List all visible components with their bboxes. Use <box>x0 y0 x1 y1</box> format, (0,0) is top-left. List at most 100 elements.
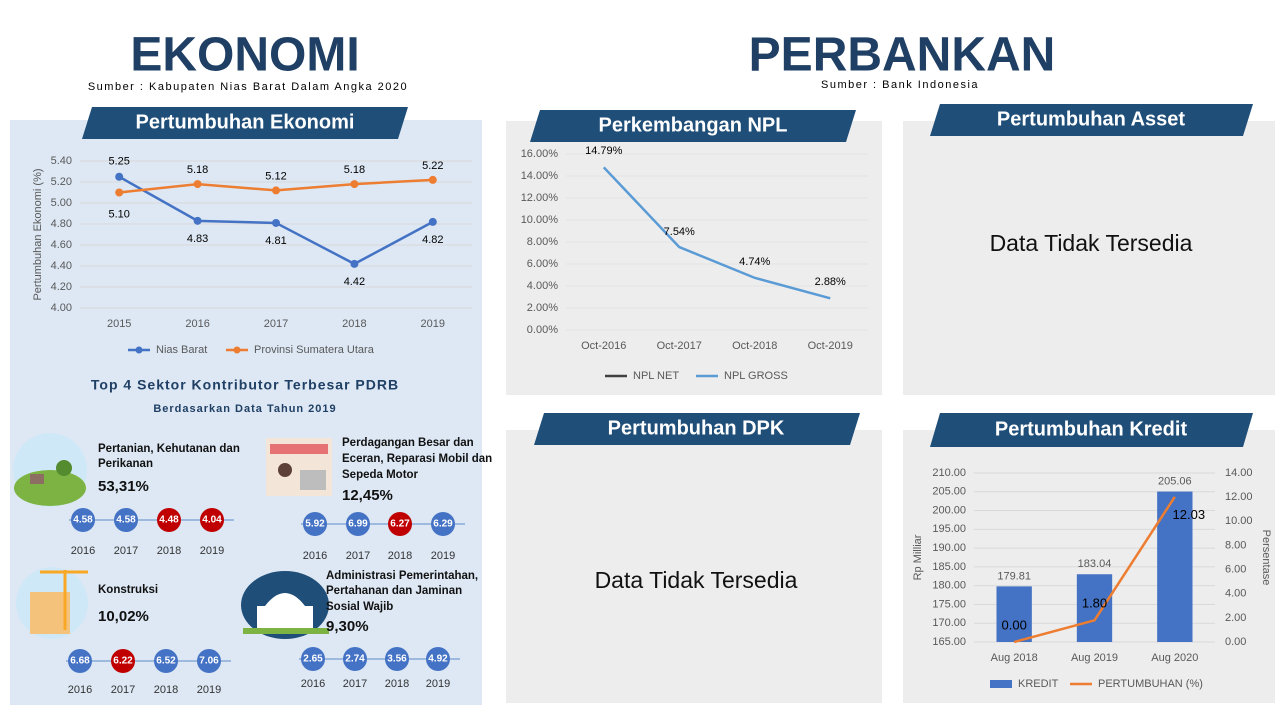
sector-value: 2.74 <box>345 654 365 665</box>
legend-swatch <box>990 680 1012 688</box>
series-line <box>1013 496 1176 644</box>
point <box>193 216 202 225</box>
sector-year: 2018 <box>157 545 181 557</box>
point <box>115 188 124 197</box>
data-label: 5.18 <box>187 164 208 176</box>
icon-construction <box>16 567 88 639</box>
tab-title: Pertumbuhan Asset <box>997 108 1186 130</box>
sector-year: 2019 <box>426 678 450 690</box>
sector-value: 6.99 <box>348 519 368 530</box>
y-tick-label: 200.00 <box>932 504 966 516</box>
sector-share: 10,02% <box>98 608 149 625</box>
data-label: 5.22 <box>422 160 443 172</box>
sector-point <box>346 512 370 536</box>
data-label: 4.42 <box>344 276 365 288</box>
sector-value: 6.27 <box>390 519 410 530</box>
sector-value: 6.22 <box>113 656 133 667</box>
npl-panel <box>506 121 882 395</box>
sector-year: 2017 <box>111 684 135 696</box>
y-tick-label: 5.20 <box>51 176 72 188</box>
data-label: 0.00 <box>1002 617 1027 632</box>
sector-name: Perikanan <box>98 458 153 470</box>
data-label: 4.74% <box>739 256 770 268</box>
sector-point <box>388 512 412 536</box>
y-tick-label: 0.00% <box>527 324 558 336</box>
data-label: 7.54% <box>664 226 695 238</box>
sector-point <box>71 508 95 532</box>
sector-share: 12,45% <box>342 487 393 504</box>
tab-title: Perkembangan NPL <box>599 114 788 136</box>
y-axis-label: Rp Milliar <box>912 534 924 580</box>
data-label: 2.88% <box>815 276 846 288</box>
x-tick-label: Oct-2019 <box>808 340 853 352</box>
x-tick-label: 2018 <box>342 318 366 330</box>
y2-tick-label: 10.00 <box>1225 515 1253 527</box>
data-label: 4.82 <box>422 234 443 246</box>
x-tick-label: Aug 2018 <box>991 652 1038 664</box>
x-tick-label: 2017 <box>264 318 288 330</box>
bar <box>1076 574 1113 642</box>
data-label: 179.81 <box>997 570 1031 582</box>
icon-trade <box>266 438 332 496</box>
tab <box>82 107 408 139</box>
y-tick-label: 4.00 <box>51 302 72 314</box>
sector-value: 7.06 <box>199 656 219 667</box>
sector-value: 6.68 <box>70 656 90 667</box>
y-tick-label: 195.00 <box>932 523 966 535</box>
y2-tick-label: 2.00 <box>1225 612 1246 624</box>
y-axis-label: Pertumbuhan Ekonomi (%) <box>32 168 44 300</box>
y-tick-label: 210.00 <box>932 467 966 479</box>
sector-value: 6.52 <box>156 656 176 667</box>
y2-tick-label: 8.00 <box>1225 539 1246 551</box>
y2-tick-label: 4.00 <box>1225 588 1246 600</box>
sector-name: Pertanian, Kehutanan dan <box>98 443 240 455</box>
sector-point <box>154 649 178 673</box>
point <box>428 175 437 184</box>
sector-year: 2019 <box>200 545 224 557</box>
data-label: 205.06 <box>1158 475 1192 487</box>
sector-point <box>301 647 325 671</box>
legend-label: PERTUMBUHAN (%) <box>1098 678 1203 690</box>
x-tick-label: 2019 <box>421 318 445 330</box>
sector-value: 4.04 <box>202 515 222 526</box>
y-tick-label: 5.00 <box>51 197 72 209</box>
y-tick-label: 4.40 <box>51 260 72 272</box>
y-tick-label: 185.00 <box>932 561 966 573</box>
legend-label: NPL GROSS <box>724 370 788 382</box>
sector-share: 53,31% <box>98 478 149 495</box>
icon-agriculture <box>13 433 87 507</box>
point <box>193 180 202 189</box>
x-tick-label: Aug 2020 <box>1151 652 1198 664</box>
sector-year: 2018 <box>388 550 412 562</box>
y-tick-label: 2.00% <box>527 302 558 314</box>
y-tick-label: 16.00% <box>521 148 559 160</box>
y-tick-label: 10.00% <box>521 214 559 226</box>
data-label: 14.79% <box>585 145 623 157</box>
y-tick-label: 4.60 <box>51 239 72 251</box>
ekonomi-source: Sumber : Kabupaten Nias Barat Dalam Angk… <box>88 81 408 93</box>
point <box>272 218 280 227</box>
data-label: 1.80 <box>1082 596 1107 611</box>
sector-name: Administrasi Pemerintahan, <box>326 570 478 582</box>
data-label: 4.81 <box>265 235 286 247</box>
asset-panel <box>903 121 1275 395</box>
x-tick-label: Oct-2018 <box>732 340 777 352</box>
legend-label: Nias Barat <box>156 344 207 356</box>
sector-point <box>68 649 92 673</box>
sector-year: 2016 <box>301 678 325 690</box>
sector-value: 2.65 <box>303 654 323 665</box>
point <box>350 180 359 189</box>
sector-year: 2019 <box>431 550 455 562</box>
y-tick-label: 12.00% <box>521 192 559 204</box>
tab-title: Pertumbuhan Kredit <box>995 418 1188 440</box>
y-tick-label: 6.00% <box>527 258 558 270</box>
y2-tick-label: 12.00 <box>1225 491 1253 503</box>
sector-value: 3.56 <box>387 654 407 665</box>
no-data-message: Data Tidak Tersedia <box>595 567 798 593</box>
point <box>428 217 437 226</box>
sector-point <box>385 647 409 671</box>
sector-value: 6.29 <box>433 519 453 530</box>
sector-value: 4.48 <box>159 515 179 526</box>
bar <box>996 586 1032 642</box>
